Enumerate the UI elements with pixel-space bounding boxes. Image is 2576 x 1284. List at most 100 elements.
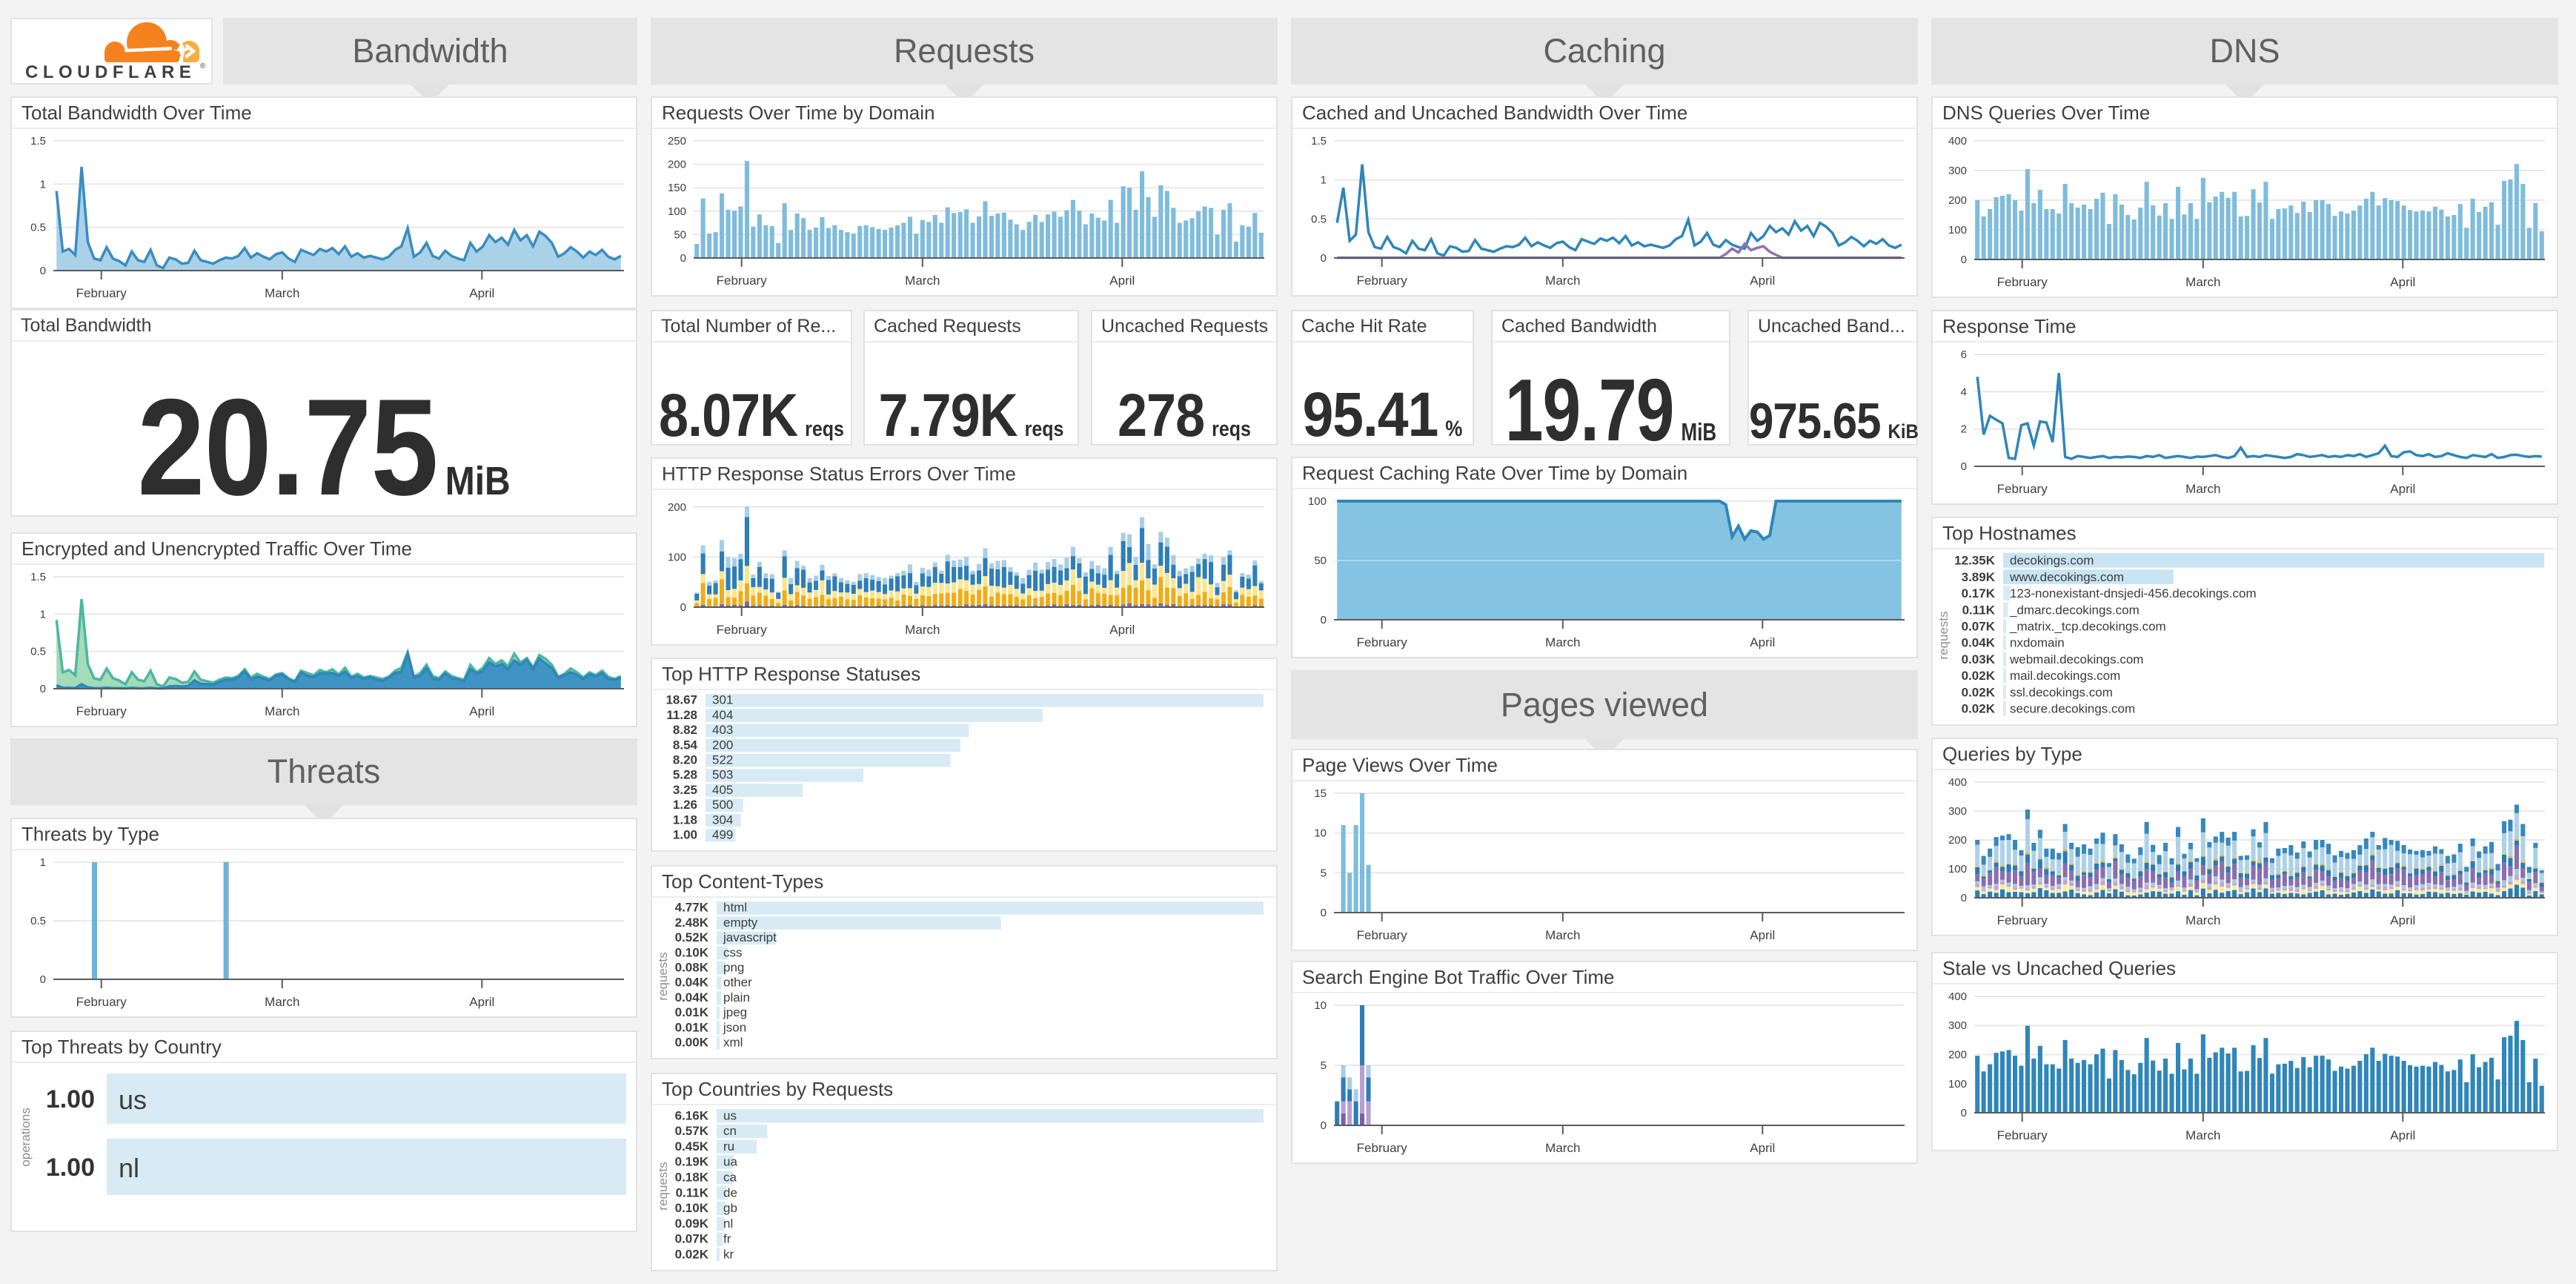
svg-text:March: March: [1545, 1141, 1580, 1155]
svg-text:us: us: [723, 1108, 737, 1122]
svg-text:1.5: 1.5: [30, 135, 46, 148]
svg-text:requests: requests: [656, 1162, 670, 1210]
svg-text:fr: fr: [723, 1232, 731, 1246]
svg-text:March: March: [265, 995, 299, 1009]
svg-text:0.5: 0.5: [1311, 213, 1327, 225]
svg-text:5.28: 5.28: [673, 768, 697, 782]
svg-text:February: February: [1357, 1141, 1408, 1155]
svg-text:0.10K: 0.10K: [675, 1201, 709, 1215]
svg-text:April: April: [2390, 1128, 2415, 1142]
svg-text:200: 200: [712, 738, 733, 752]
svg-text:2: 2: [1961, 423, 1967, 436]
svg-text:0.52K: 0.52K: [675, 930, 709, 944]
svg-text:5: 5: [1321, 1059, 1327, 1072]
svg-text:200: 200: [668, 501, 686, 514]
svg-text:0.09K: 0.09K: [675, 1217, 709, 1231]
svg-text:February: February: [76, 286, 127, 300]
svg-text:html: html: [723, 901, 747, 915]
svg-text:March: March: [2185, 275, 2220, 289]
svg-text:1: 1: [40, 178, 46, 191]
svg-text:200: 200: [1948, 194, 1967, 207]
svg-text:webmail.decokings.com: webmail.decokings.com: [2009, 652, 2143, 666]
svg-text:0: 0: [1961, 254, 1967, 266]
svg-text:499: 499: [712, 828, 733, 842]
svg-text:March: March: [2185, 1128, 2220, 1142]
svg-text:April: April: [469, 995, 494, 1009]
svg-text:March: March: [905, 623, 940, 637]
svg-text:March: March: [905, 274, 940, 288]
svg-text:0.11K: 0.11K: [676, 1185, 709, 1199]
svg-text:10: 10: [1314, 999, 1327, 1012]
svg-text:February: February: [717, 623, 768, 637]
svg-text:February: February: [1997, 482, 2048, 496]
svg-text:0.19K: 0.19K: [675, 1155, 709, 1169]
svg-text:403: 403: [712, 723, 733, 737]
svg-text:nl: nl: [119, 1153, 139, 1183]
svg-text:200: 200: [1948, 834, 1967, 847]
svg-text:200: 200: [668, 159, 686, 171]
svg-text:6.16K: 6.16K: [675, 1108, 709, 1122]
svg-text:400: 400: [1948, 776, 1967, 789]
svg-text:mail.decokings.com: mail.decokings.com: [2010, 669, 2120, 683]
svg-text:10: 10: [1314, 827, 1327, 840]
svg-text:0: 0: [40, 973, 46, 986]
svg-text:0: 0: [1321, 907, 1327, 919]
svg-text:4: 4: [1961, 385, 1967, 398]
svg-text:0.02K: 0.02K: [1962, 702, 1996, 716]
svg-text:ru: ru: [723, 1139, 734, 1154]
svg-text:plain: plain: [723, 990, 750, 1005]
svg-text:other: other: [723, 976, 752, 990]
svg-text:300: 300: [1948, 165, 1967, 177]
svg-text:3.25: 3.25: [673, 783, 697, 797]
svg-text:0: 0: [680, 601, 686, 614]
svg-text:3.89K: 3.89K: [1962, 570, 1996, 584]
svg-text:_matrix._tcp.decokings.com: _matrix._tcp.decokings.com: [2009, 620, 2166, 634]
svg-text:0: 0: [1961, 460, 1967, 473]
svg-text:100: 100: [1948, 863, 1967, 876]
svg-text:javascript: javascript: [723, 930, 777, 944]
svg-text:jpeg: jpeg: [723, 1005, 747, 1019]
svg-text:®: ®: [200, 62, 206, 70]
svg-text:February: February: [1997, 913, 2048, 927]
svg-text:March: March: [1545, 274, 1580, 288]
svg-text:0.04K: 0.04K: [675, 976, 709, 990]
svg-text:300: 300: [1948, 1019, 1967, 1032]
svg-text:0.00K: 0.00K: [675, 1036, 709, 1050]
svg-text:April: April: [469, 704, 494, 718]
svg-text:200: 200: [1948, 1049, 1967, 1062]
svg-text:0: 0: [680, 252, 686, 265]
svg-text:April: April: [1750, 635, 1775, 649]
svg-text:1.26: 1.26: [673, 798, 697, 812]
svg-text:April: April: [2390, 482, 2415, 496]
svg-text:100: 100: [1948, 224, 1967, 236]
svg-text:0.18K: 0.18K: [675, 1171, 709, 1185]
svg-text:March: March: [265, 704, 299, 718]
svg-text:cn: cn: [723, 1124, 737, 1138]
svg-text:March: March: [1545, 928, 1580, 942]
svg-text:0.45K: 0.45K: [675, 1139, 709, 1154]
svg-text:de: de: [723, 1185, 737, 1199]
svg-text:0.5: 0.5: [30, 915, 46, 927]
svg-text:404: 404: [712, 708, 733, 722]
svg-text:400: 400: [1948, 135, 1967, 148]
svg-text:1.00: 1.00: [46, 1085, 95, 1113]
svg-text:150: 150: [668, 182, 686, 194]
svg-text:April: April: [1109, 274, 1135, 288]
svg-text:1.00: 1.00: [673, 828, 697, 842]
svg-text:123-nonexistant-dnsjedi-456.de: 123-nonexistant-dnsjedi-456.decokings.co…: [2010, 586, 2257, 600]
svg-text:ssl.decokings.com: ssl.decokings.com: [2010, 685, 2113, 699]
svg-text:0.5: 0.5: [30, 222, 46, 234]
svg-text:50: 50: [1314, 555, 1327, 567]
svg-text:April: April: [2390, 913, 2415, 927]
svg-text:gb: gb: [723, 1201, 737, 1215]
svg-text:1.5: 1.5: [30, 571, 46, 583]
svg-text:500: 500: [712, 798, 733, 812]
svg-text:0.02K: 0.02K: [1962, 669, 1996, 683]
svg-text:8.20: 8.20: [673, 753, 697, 767]
svg-text:requests: requests: [1936, 611, 1951, 659]
svg-text:1: 1: [40, 856, 46, 869]
svg-text:March: March: [2185, 482, 2220, 496]
svg-text:ua: ua: [723, 1155, 737, 1169]
svg-text:250: 250: [668, 135, 686, 148]
svg-text:0.57K: 0.57K: [675, 1124, 709, 1138]
